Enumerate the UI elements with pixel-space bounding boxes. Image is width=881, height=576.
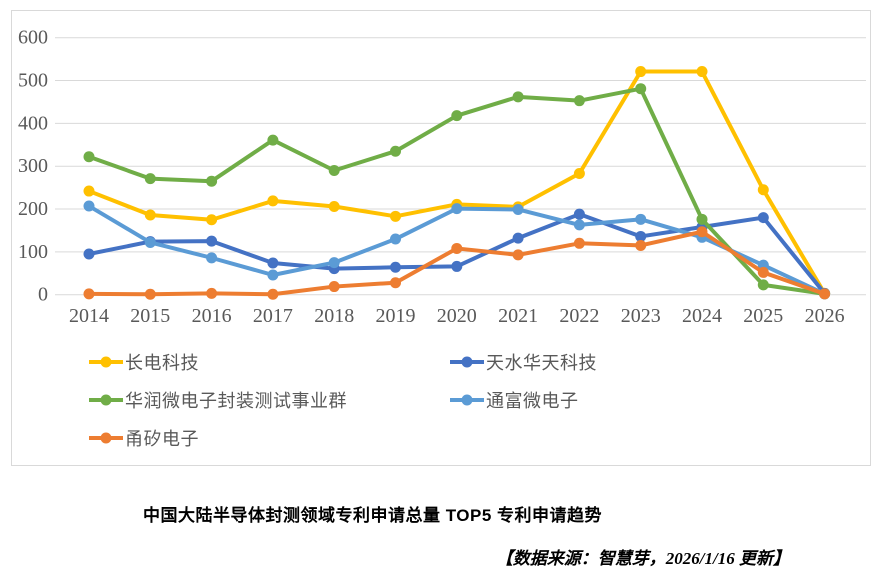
legend-label: 甬矽电子 [125, 429, 199, 449]
series-marker-通富微电子-2020 [451, 203, 463, 215]
series-marker-天水华天科技-2014 [83, 248, 95, 260]
legend-item-changdian: 长电科技 [89, 349, 450, 375]
legend-line-marker-darkblue [450, 356, 484, 368]
series-marker-华润微电子封装测试事业群-2024 [696, 213, 708, 225]
legend-dot-orange [100, 432, 112, 444]
series-marker-甬矽电子-2024 [696, 226, 708, 238]
series-marker-华润微电子封装测试事业群-2017 [267, 134, 279, 146]
series-marker-天水华天科技-2019 [390, 261, 401, 273]
series-marker-天水华天科技-2016 [206, 235, 218, 247]
series-marker-甬矽电子-2026 [819, 288, 831, 300]
legend-item-tianshui-huatian: 天水华天科技 [450, 349, 597, 375]
legend-line-marker-green [89, 394, 123, 406]
series-marker-通富微电子-2015 [144, 236, 156, 248]
chart-legend: 长电科技 天水华天科技 华润微电子封装测试事业群 通富微电子 甬矽电子 [89, 343, 597, 457]
series-marker-华润微电子封装测试事业群-2023 [635, 83, 647, 95]
x-tick-label-2026: 2026 [805, 305, 845, 327]
legend-label: 长电科技 [125, 353, 199, 373]
x-tick-label-2022: 2022 [559, 305, 599, 327]
y-tick-label-500: 500 [18, 70, 48, 92]
series-marker-长电科技-2019 [390, 210, 401, 222]
series-marker-天水华天科技-2025 [757, 212, 769, 224]
y-tick-label-200: 200 [18, 198, 48, 220]
series-marker-甬矽电子-2014 [83, 288, 95, 300]
legend-dot-lightblue [461, 394, 473, 406]
series-marker-华润微电子封装测试事业群-2022 [573, 95, 585, 107]
legend-item-huarun-micro: 华润微电子封装测试事业群 [89, 387, 450, 413]
legend-label: 通富微电子 [486, 391, 579, 411]
series-marker-华润微电子封装测试事业群-2019 [390, 145, 401, 157]
series-marker-通富微电子-2017 [267, 269, 279, 281]
legend-dot-yellow [100, 356, 112, 368]
series-marker-长电科技-2024 [696, 66, 708, 78]
series-marker-通富微电子-2022 [573, 219, 585, 231]
series-marker-通富微电子-2023 [635, 213, 647, 225]
series-marker-甬矽电子-2019 [390, 277, 401, 289]
series-marker-华润微电子封装测试事业群-2020 [451, 110, 463, 122]
series-marker-甬矽电子-2021 [512, 249, 524, 261]
data-source-note: 【数据来源：智慧芽，2026/1/16 更新】 [495, 549, 790, 568]
legend-item-yongxi: 甬矽电子 [89, 425, 450, 451]
series-marker-华润微电子封装测试事业群-2015 [144, 173, 156, 185]
y-tick-label-0: 0 [38, 284, 48, 306]
series-marker-长电科技-2023 [635, 66, 647, 78]
series-marker-天水华天科技-2020 [451, 260, 463, 272]
series-marker-长电科技-2016 [206, 214, 218, 226]
series-marker-甬矽电子-2018 [328, 281, 340, 293]
legend-dot-darkblue [461, 356, 473, 368]
x-tick-label-2019: 2019 [376, 305, 416, 327]
x-tick-label-2020: 2020 [437, 305, 477, 327]
series-marker-华润微电子封装测试事业群-2025 [757, 279, 769, 291]
series-marker-长电科技-2022 [573, 167, 585, 179]
legend-line-marker-yellow [89, 356, 123, 368]
series-marker-甬矽电子-2025 [757, 266, 769, 278]
series-marker-甬矽电子-2016 [206, 287, 218, 299]
x-tick-label-2018: 2018 [314, 305, 354, 327]
series-marker-华润微电子封装测试事业群-2016 [206, 175, 218, 187]
legend-item-tongfu-micro: 通富微电子 [450, 387, 597, 413]
series-marker-长电科技-2025 [757, 184, 769, 196]
chart-title: 中国大陆半导体封测领域专利申请总量 TOP5 专利申请趋势 [143, 506, 603, 525]
legend-label: 华润微电子封装测试事业群 [125, 391, 347, 411]
series-marker-天水华天科技-2017 [267, 257, 279, 269]
x-tick-label-2023: 2023 [621, 305, 661, 327]
x-tick-label-2017: 2017 [253, 305, 293, 327]
series-marker-通富微电子-2019 [390, 233, 401, 245]
series-marker-长电科技-2014 [83, 185, 95, 197]
series-marker-长电科技-2018 [328, 200, 340, 212]
y-tick-label-100: 100 [18, 241, 48, 263]
series-marker-华润微电子封装测试事业群-2018 [328, 164, 340, 176]
x-tick-label-2025: 2025 [743, 305, 783, 327]
series-marker-长电科技-2015 [144, 209, 156, 221]
series-marker-甬矽电子-2022 [573, 237, 585, 249]
series-marker-通富微电子-2016 [206, 252, 218, 264]
series-marker-甬矽电子-2017 [267, 288, 279, 300]
y-tick-label-600: 600 [18, 27, 48, 49]
series-marker-通富微电子-2018 [328, 257, 340, 269]
x-tick-label-2016: 2016 [192, 305, 232, 327]
series-marker-甬矽电子-2015 [144, 288, 156, 300]
series-marker-天水华天科技-2022 [573, 208, 585, 220]
legend-line-marker-orange [89, 432, 123, 444]
series-marker-通富微电子-2014 [83, 200, 95, 212]
series-marker-华润微电子封装测试事业群-2021 [512, 91, 524, 103]
x-tick-label-2024: 2024 [682, 305, 722, 327]
series-marker-甬矽电子-2020 [451, 242, 463, 254]
legend-label: 天水华天科技 [486, 353, 597, 373]
x-tick-label-2021: 2021 [498, 305, 538, 327]
series-marker-天水华天科技-2021 [512, 232, 524, 244]
series-marker-甬矽电子-2023 [635, 239, 647, 251]
x-tick-label-2015: 2015 [130, 305, 170, 327]
legend-dot-green [100, 394, 112, 406]
x-tick-label-2014: 2014 [69, 305, 109, 327]
series-marker-天水华天科技-2023 [635, 230, 647, 242]
plot-area: 0 100 200 300 400 500 600 2014 2015 2016 2017 2018 2… [18, 27, 866, 327]
y-tick-label-400: 400 [18, 112, 48, 134]
y-tick-label-300: 300 [18, 155, 48, 177]
series-marker-通富微电子-2021 [512, 203, 524, 215]
legend-line-marker-lightblue [450, 394, 484, 406]
series-marker-长电科技-2017 [267, 195, 279, 207]
series-marker-华润微电子封装测试事业群-2014 [83, 151, 95, 163]
